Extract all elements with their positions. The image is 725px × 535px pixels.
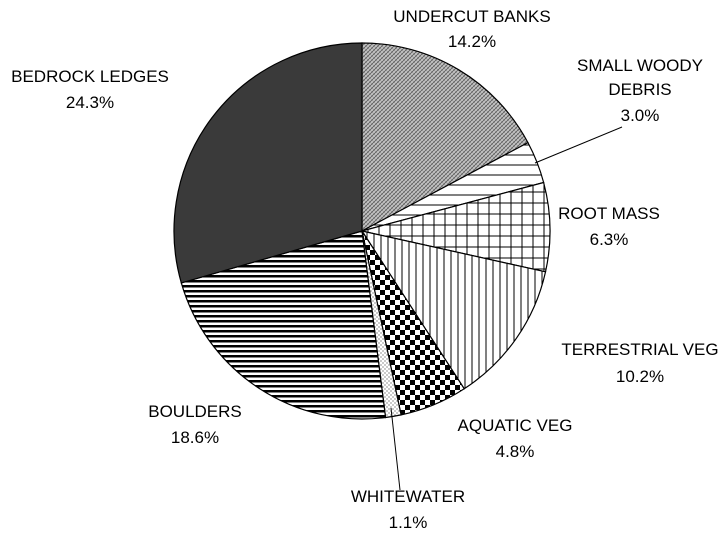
- slice-label-whitewater: WHITEWATER: [351, 487, 465, 506]
- slice-label-small-woody-debris-line2: DEBRIS: [608, 80, 671, 99]
- slice-label-undercut-banks: UNDERCUT BANKS: [393, 7, 550, 26]
- pie-slices: [173, 42, 551, 420]
- slice-labels: UNDERCUT BANKS 14.2% SMALL WOODY DEBRIS 3.0%…: [11, 7, 718, 532]
- slice-label-boulders: BOULDERS: [148, 402, 242, 421]
- slice-label-terrestrial-veg: TERRESTRIAL VEG: [561, 340, 718, 359]
- slice-value-bedrock-ledges: 24.3%: [66, 93, 114, 112]
- slice-label-bedrock-ledges: BEDROCK LEDGES: [11, 67, 169, 86]
- slice-value-root-mass: 6.3%: [590, 230, 629, 249]
- pie-slice-bedrock-ledges: [173, 42, 363, 284]
- pie-slice-undercut-banks: [361, 42, 529, 232]
- slice-value-boulders: 18.6%: [171, 428, 219, 447]
- slice-value-undercut-banks: 14.2%: [448, 32, 496, 51]
- pie-slice-boulders: [180, 230, 387, 420]
- slice-value-whitewater: 1.1%: [389, 513, 428, 532]
- leader-line-small-woody-debris: [534, 126, 623, 164]
- leader-lines: [390, 126, 623, 491]
- slice-label-small-woody-debris-line1: SMALL WOODY: [577, 56, 703, 75]
- slice-value-small-woody-debris: 3.0%: [621, 106, 660, 125]
- slice-label-aquatic-veg: AQUATIC VEG: [458, 416, 573, 435]
- slice-label-root-mass: ROOT MASS: [558, 204, 660, 223]
- slice-value-terrestrial-veg: 10.2%: [616, 367, 664, 386]
- pie-slice-terrestrial-veg: [360, 230, 547, 390]
- leader-line-whitewater: [390, 407, 401, 491]
- slice-value-aquatic-veg: 4.8%: [496, 442, 535, 461]
